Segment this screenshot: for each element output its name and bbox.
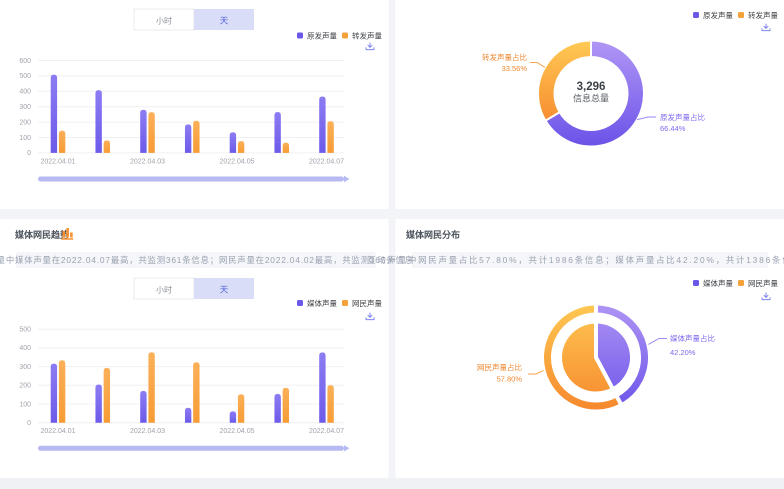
svg-text:2022.04.07: 2022.04.07 <box>309 428 344 435</box>
svg-text:42.20%: 42.20% <box>670 348 696 357</box>
svg-text:原发声量占比: 原发声量占比 <box>660 112 705 122</box>
svg-text:网民声量: 网民声量 <box>748 278 778 288</box>
svg-text:57.80%: 57.80% <box>497 375 523 384</box>
svg-text:66.44%: 66.44% <box>660 124 686 133</box>
svg-text:0: 0 <box>27 420 31 427</box>
svg-text:33.56%: 33.56% <box>502 64 528 73</box>
svg-text:2022.04.05: 2022.04.05 <box>219 159 254 166</box>
svg-text:2022.04.01: 2022.04.01 <box>40 159 75 166</box>
svg-text:小时: 小时 <box>156 16 172 26</box>
svg-text:转发声量: 转发声量 <box>748 10 778 20</box>
svg-text:小时: 小时 <box>156 285 172 295</box>
svg-text:网民声量占比: 网民声量占比 <box>477 362 522 372</box>
svg-text:3,296: 3,296 <box>577 81 606 93</box>
svg-text:媒体网民分布: 媒体网民分布 <box>405 229 460 240</box>
svg-text:400: 400 <box>19 345 31 352</box>
svg-text:400: 400 <box>19 89 31 96</box>
svg-text:100: 100 <box>19 401 31 408</box>
svg-text:天: 天 <box>220 16 229 26</box>
svg-text:200: 200 <box>19 383 31 390</box>
svg-text:转发声量: 转发声量 <box>352 31 382 41</box>
svg-text:300: 300 <box>19 364 31 371</box>
svg-text:300: 300 <box>19 104 31 111</box>
svg-text:0: 0 <box>27 150 31 157</box>
svg-text:200: 200 <box>19 119 31 126</box>
svg-text:2022.04.03: 2022.04.03 <box>130 428 165 435</box>
svg-text:媒体声量占比: 媒体声量占比 <box>670 333 715 343</box>
svg-text:媒体网民趋势: 媒体网民趋势 <box>14 229 69 240</box>
svg-text:原发声量: 原发声量 <box>703 10 733 20</box>
svg-text:600: 600 <box>19 58 31 65</box>
svg-text:转发声量占比: 转发声量占比 <box>482 52 527 62</box>
svg-text:500: 500 <box>19 73 31 80</box>
svg-text:互动声量中网民声量占比57.80%，共计1986条信息；媒体: 互动声量中网民声量占比57.80%，共计1986条信息；媒体声量占比42.20%… <box>367 255 784 265</box>
svg-text:2022.04.07: 2022.04.07 <box>309 159 344 166</box>
svg-text:2022.04.05: 2022.04.05 <box>219 428 254 435</box>
svg-text:天: 天 <box>220 285 229 295</box>
svg-text:2022.04.03: 2022.04.03 <box>130 159 165 166</box>
svg-text:原发声量: 原发声量 <box>307 31 337 41</box>
svg-text:2022.04.01: 2022.04.01 <box>40 428 75 435</box>
svg-text:100: 100 <box>19 135 31 142</box>
svg-text:信息总量: 信息总量 <box>573 93 609 104</box>
svg-text:互动声量中媒体声量在2022.04.07最高，共监测361条: 互动声量中媒体声量在2022.04.07最高，共监测361条信息；网民声量在20… <box>0 255 423 265</box>
svg-text:媒体声量: 媒体声量 <box>703 278 733 288</box>
svg-text:500: 500 <box>19 327 31 334</box>
svg-text:媒体声量: 媒体声量 <box>307 298 337 308</box>
svg-text:网民声量: 网民声量 <box>352 298 382 308</box>
